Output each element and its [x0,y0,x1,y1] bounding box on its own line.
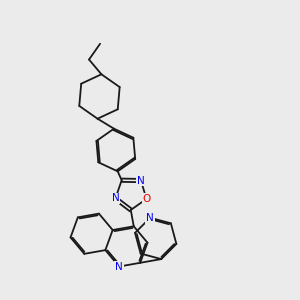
Text: O: O [142,194,151,204]
Text: N: N [112,194,119,203]
Text: N: N [115,262,123,272]
Text: N: N [146,213,154,223]
Text: N: N [137,176,145,186]
